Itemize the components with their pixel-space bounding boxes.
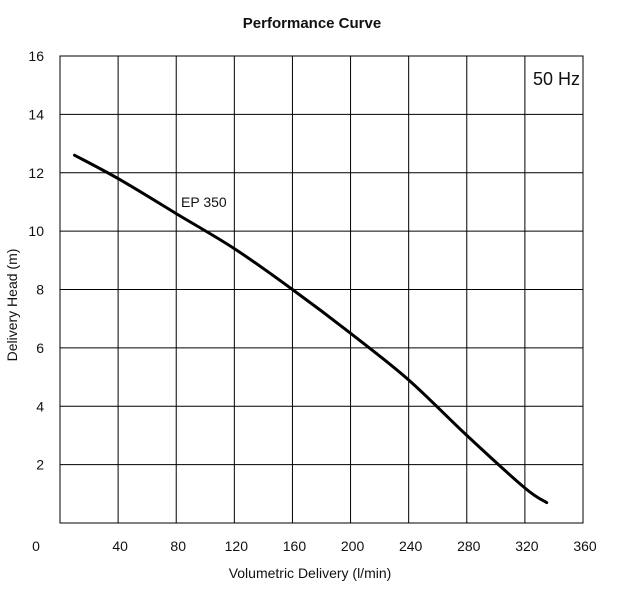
x-tick-label: 160 xyxy=(283,538,307,554)
x-axis-ticks: 0 40 80 120 160 200 240 280 320 360 xyxy=(32,538,597,554)
y-tick-label: 4 xyxy=(36,398,44,414)
y-axis-ticks: 2 4 6 8 10 12 14 16 xyxy=(28,48,44,473)
x-tick-label: 40 xyxy=(112,538,128,554)
x-tick-label: 120 xyxy=(225,538,249,554)
y-tick-label: 12 xyxy=(28,165,44,181)
y-tick-label: 16 xyxy=(28,48,44,64)
x-tick-label: 200 xyxy=(341,538,365,554)
x-tick-label: 320 xyxy=(515,538,539,554)
series-label: EP 350 xyxy=(181,194,227,210)
y-axis-label: Delivery Head (m) xyxy=(4,249,20,362)
x-tick-label: 360 xyxy=(573,538,597,554)
x-tick-label: 240 xyxy=(399,538,423,554)
series-group: EP 350 xyxy=(73,153,549,505)
x-tick-label: 0 xyxy=(32,538,40,554)
grid xyxy=(59,55,584,524)
x-tick-label: 80 xyxy=(170,538,186,554)
chart-title: Performance Curve xyxy=(243,15,381,32)
frequency-label: 50 Hz xyxy=(533,69,580,89)
y-tick-label: 14 xyxy=(28,106,44,122)
x-axis-label: Volumetric Delivery (l/min) xyxy=(229,565,392,581)
x-tick-label: 280 xyxy=(457,538,481,554)
y-tick-label: 2 xyxy=(36,457,44,473)
series-line-ep-350 xyxy=(73,153,549,505)
y-tick-label: 6 xyxy=(36,340,44,356)
y-tick-label: 10 xyxy=(28,223,44,239)
plot-frame xyxy=(59,55,584,524)
y-tick-label: 8 xyxy=(36,282,44,298)
